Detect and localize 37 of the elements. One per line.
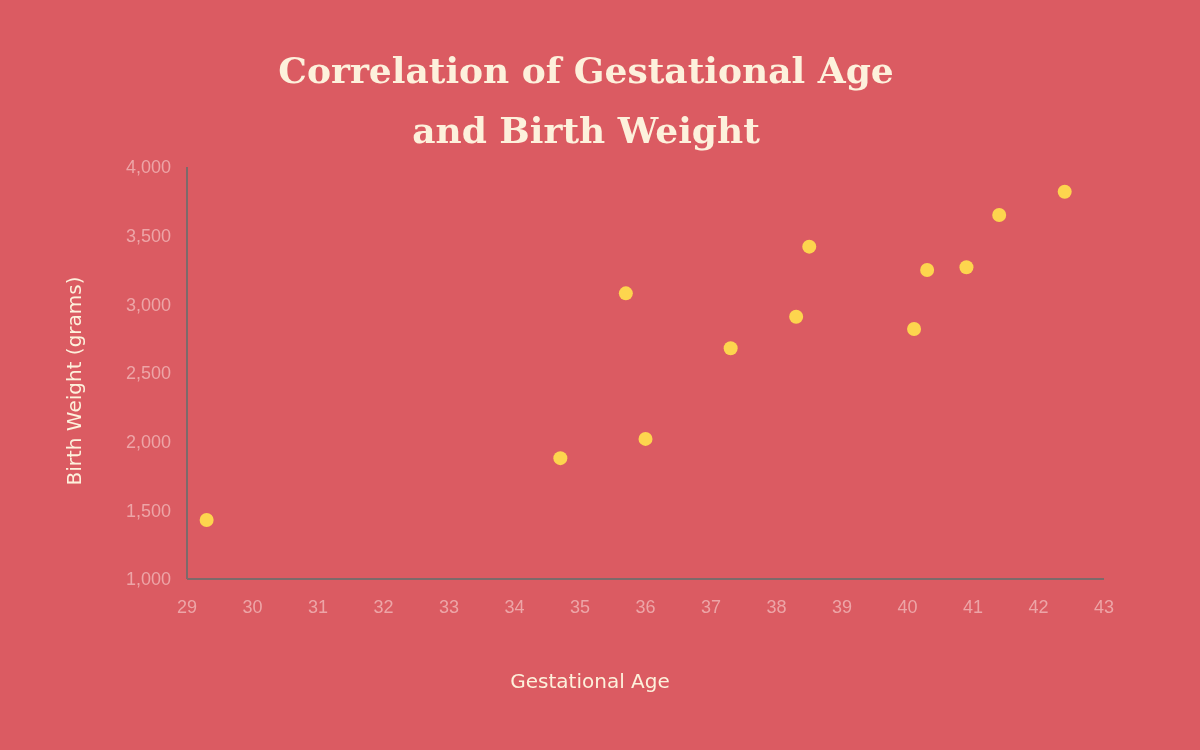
x-tick-label: 38 <box>766 597 787 617</box>
x-tick-label: 34 <box>504 597 525 617</box>
x-tick-label: 36 <box>635 597 656 617</box>
x-tick-label: 32 <box>373 597 394 617</box>
point <box>553 451 568 466</box>
y-tick-label: 2,000 <box>125 431 171 452</box>
point <box>959 260 974 275</box>
point <box>1057 184 1072 199</box>
y-tick-label: 4,000 <box>125 157 171 178</box>
point <box>618 286 633 301</box>
y-tick-label: 1,000 <box>125 569 171 590</box>
chart-title: Correlation of Gestational Age and Birth Weight <box>278 49 894 151</box>
x-tick-label: 40 <box>897 597 918 617</box>
y-tick-label: 2,500 <box>125 363 171 384</box>
x-tick-label: 35 <box>569 597 591 617</box>
point <box>907 322 922 337</box>
x-tick-label: 39 <box>831 597 853 617</box>
x-tick-label: 42 <box>1028 597 1049 617</box>
x-tick-label: 33 <box>438 597 460 617</box>
x-tick-label: 43 <box>1093 597 1115 617</box>
point <box>802 239 817 254</box>
point <box>920 263 935 277</box>
point <box>992 208 1007 223</box>
x-tick-label: 30 <box>242 597 263 617</box>
y-axis-title: Birth Weight (grams) <box>62 276 86 486</box>
x-tick-label: 37 <box>700 597 722 617</box>
point <box>638 431 653 446</box>
y-tick-label: 3,000 <box>125 294 171 315</box>
point <box>199 512 214 527</box>
x-tick-label: 31 <box>307 597 329 617</box>
point <box>789 309 804 324</box>
x-axis-title: Gestational Age <box>510 669 670 693</box>
point <box>723 341 738 356</box>
x-tick-label: 41 <box>962 597 984 617</box>
x-tick-label: 29 <box>176 597 198 617</box>
y-tick-label: 1,500 <box>125 500 171 521</box>
y-tick-label: 3,500 <box>125 225 171 246</box>
